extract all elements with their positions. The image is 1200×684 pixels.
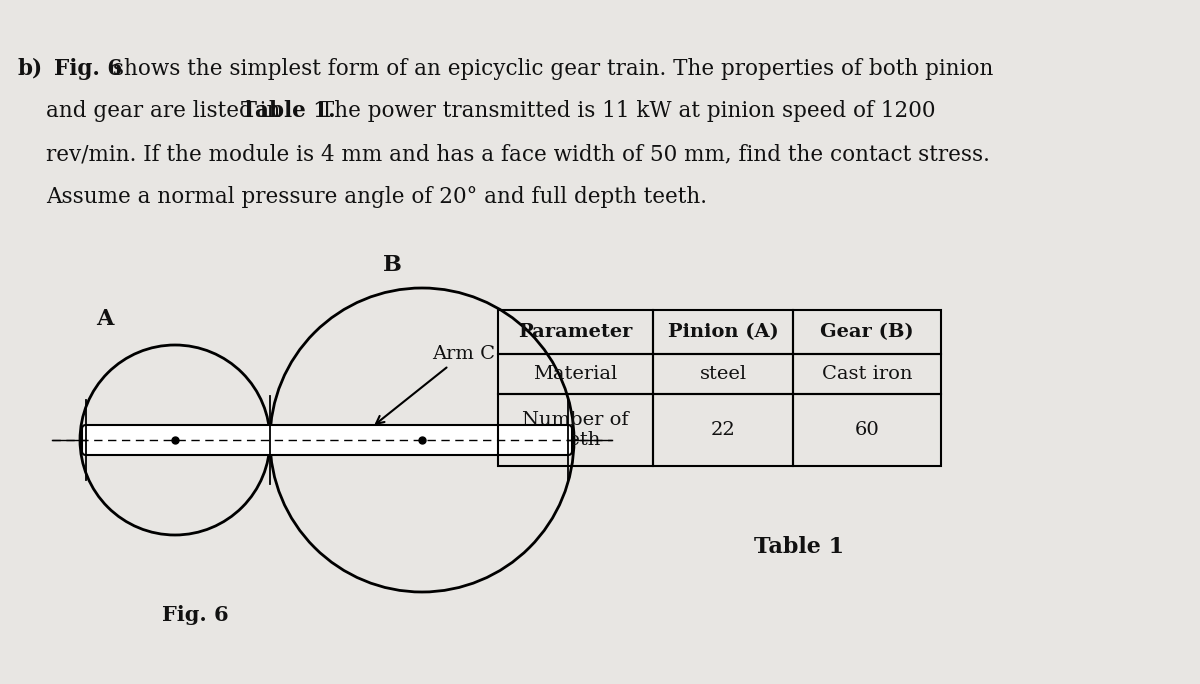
- Bar: [498, 310, 653, 354]
- Text: rev/min. If the module is 4 mm and has a face width of 50 mm, find the contact s: rev/min. If the module is 4 mm and has a…: [46, 143, 990, 165]
- Text: Parameter: Parameter: [518, 323, 632, 341]
- Bar: [793, 394, 941, 466]
- Bar: [498, 354, 653, 394]
- Text: Fig. 6: Fig. 6: [54, 58, 122, 80]
- Text: and gear are listed in: and gear are listed in: [46, 100, 287, 122]
- Text: B: B: [383, 254, 402, 276]
- Text: steel: steel: [700, 365, 746, 383]
- Text: Table 1.: Table 1.: [241, 100, 336, 122]
- Text: 22: 22: [710, 421, 736, 439]
- Bar: [793, 310, 941, 354]
- Text: Cast iron: Cast iron: [822, 365, 912, 383]
- Text: Gear (B): Gear (B): [820, 323, 914, 341]
- Text: Table 1: Table 1: [755, 536, 845, 558]
- Text: Pinion (A): Pinion (A): [667, 323, 779, 341]
- Bar: [653, 310, 793, 354]
- Bar: [653, 394, 793, 466]
- FancyBboxPatch shape: [82, 425, 572, 455]
- Text: b): b): [18, 58, 43, 80]
- Bar: [653, 354, 793, 394]
- Bar: [498, 394, 653, 466]
- Text: shows the simplest form of an epicyclic gear train. The properties of both pinio: shows the simplest form of an epicyclic …: [106, 58, 994, 80]
- Text: 60: 60: [854, 421, 880, 439]
- Text: Assume a normal pressure angle of 20° and full depth teeth.: Assume a normal pressure angle of 20° an…: [46, 186, 707, 208]
- Text: The power transmitted is 11 kW at pinion speed of 1200: The power transmitted is 11 kW at pinion…: [313, 100, 936, 122]
- Text: Material: Material: [533, 365, 618, 383]
- Text: Fig. 6: Fig. 6: [162, 605, 228, 625]
- Text: A: A: [96, 308, 114, 330]
- Text: Number of
teeth: Number of teeth: [522, 410, 629, 449]
- Bar: [793, 354, 941, 394]
- Text: Arm C: Arm C: [376, 345, 496, 424]
